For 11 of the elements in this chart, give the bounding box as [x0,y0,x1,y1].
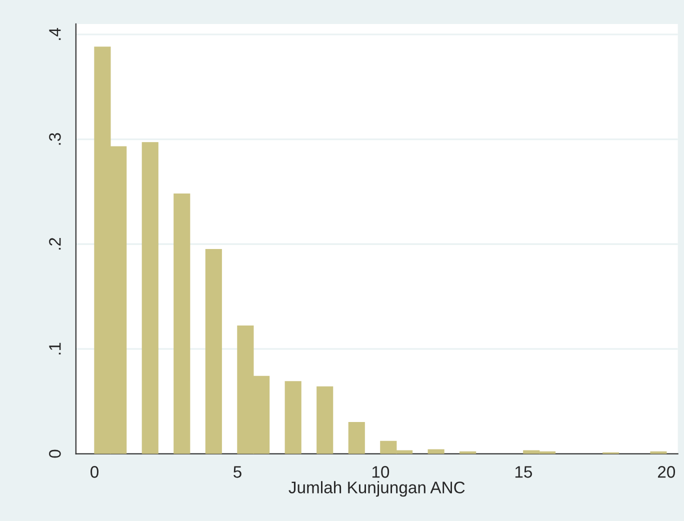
x-tick-label: 15 [515,466,532,478]
y-tick-label: .2 [49,238,61,250]
x-tick-label: 0 [90,466,98,478]
y-tick-label: .3 [49,133,61,145]
x-axis-title: Jumlah Kunjungan ANC [288,481,465,497]
y-tick-label: .4 [49,28,61,40]
x-tick-label: 5 [234,466,242,478]
y-tick-label: .1 [49,342,61,354]
x-tick-label: 20 [658,466,676,478]
y-tick-label: 0 [49,450,61,458]
x-tick-label: 10 [372,466,390,478]
